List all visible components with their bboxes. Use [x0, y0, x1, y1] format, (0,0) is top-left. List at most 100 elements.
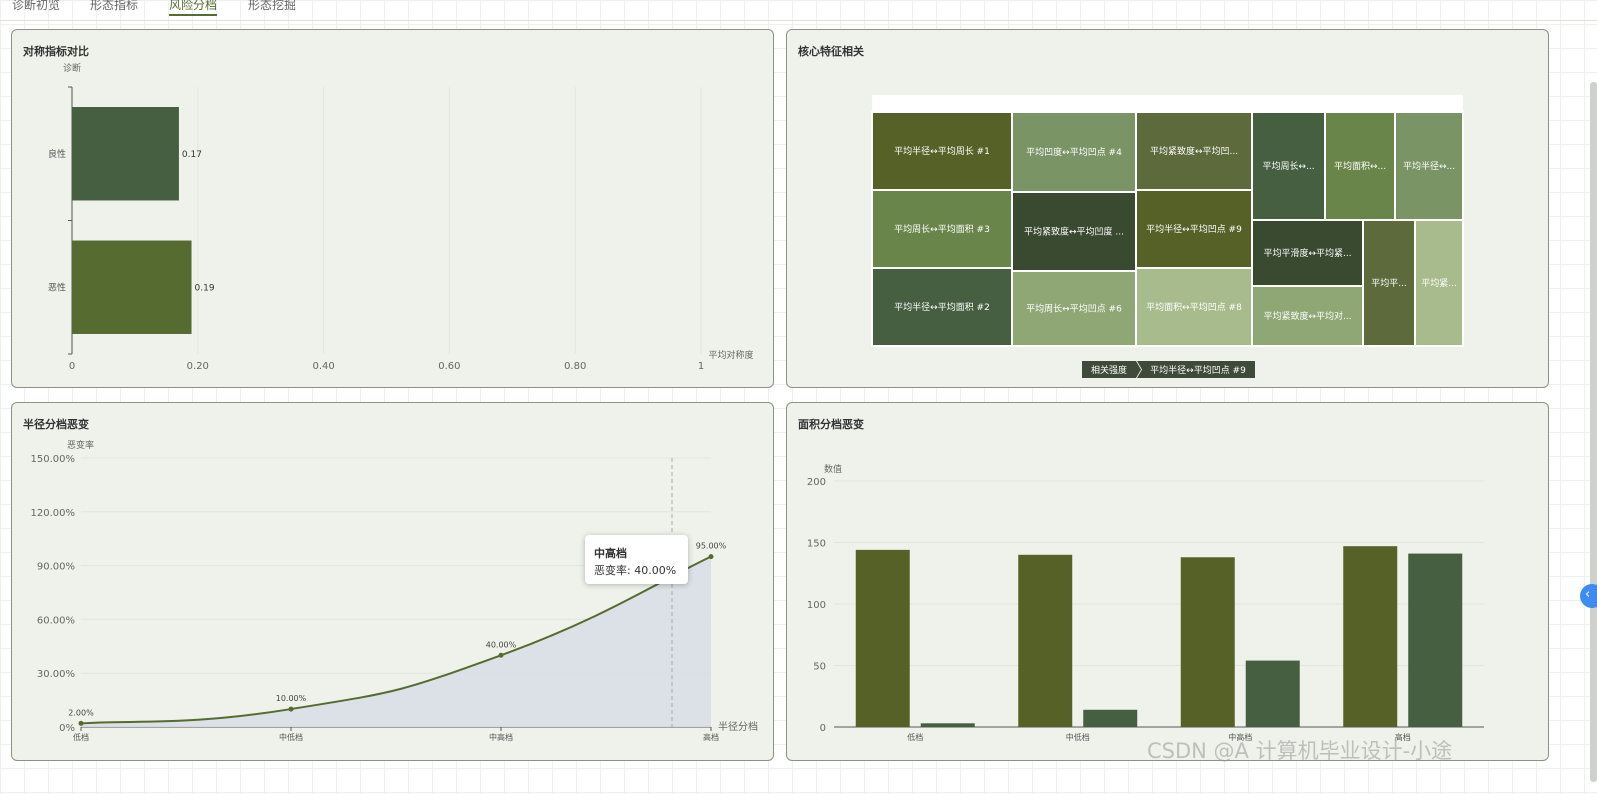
y-tick-label: 30.00%	[37, 669, 75, 680]
data-point	[78, 720, 84, 726]
treemap-cell-label: 平均周长↔平均面积 #3	[894, 223, 990, 235]
y-axis-title: 数值	[824, 463, 842, 475]
y-tick-label: 0%	[59, 723, 75, 734]
area-fill	[81, 556, 711, 727]
watermark: CSDN @A 计算机毕业设计-小途	[1147, 739, 1453, 763]
tab-diagnosis-overview[interactable]: 诊断初览	[12, 0, 61, 12]
radius-panel-title: 半径分档恶变	[23, 418, 89, 431]
treemap-cell	[1251, 219, 1364, 287]
data-point	[708, 554, 714, 560]
bar	[1408, 553, 1463, 727]
breadcrumb-current-label: 平均半径↔平均凹点 #9	[1150, 364, 1246, 376]
tab-morphology-metrics[interactable]: 形态指标	[90, 0, 139, 12]
bar	[72, 240, 192, 334]
point-data-label: 40.00%	[486, 640, 517, 649]
y-tick-label: 120.00%	[31, 508, 76, 519]
x-axis-title: 平均对称度	[708, 349, 753, 361]
x-tick-label: 0.60	[438, 361, 460, 372]
y-tick-label: 150	[807, 539, 826, 550]
correlation-panel: 核心特征相关 平均半径↔平均周长 #1 平均周长↔平均面积 #3 平均半径↔平均面积…	[786, 29, 1549, 388]
correlation-panel-title: 核心特征相关	[798, 45, 864, 58]
breadcrumb-item-current	[1137, 361, 1255, 378]
area-panel-title: 面积分档恶变	[798, 418, 864, 431]
treemap-cell-label: 平均面积↔平均凹点 #8	[1146, 301, 1242, 313]
y-tick-label: 60.00%	[37, 615, 75, 626]
bar	[1245, 660, 1300, 727]
x-category-label: 低档	[73, 732, 89, 742]
point-data-label: 2.00%	[68, 708, 94, 717]
treemap-cell	[1251, 111, 1326, 221]
bar-data-label: 0.17	[182, 150, 202, 160]
point-data-label: 10.00%	[276, 694, 307, 703]
data-point	[498, 652, 504, 658]
treemap-cell-label: 平均半径↔平均周长 #1	[894, 145, 990, 157]
tooltip-title: 中高档	[594, 547, 627, 560]
treemap-cell-label: 平均凹度↔平均凹点 #4	[1026, 146, 1122, 158]
y-tick-label: 200	[807, 477, 826, 488]
bar	[920, 723, 975, 727]
treemap-cell-label: 平均紧致度↔平均凹度 ...	[1024, 226, 1124, 238]
x-category-label: 中高档	[489, 732, 513, 742]
treemap-cell	[1135, 111, 1253, 191]
y-tick-label: 100	[807, 600, 826, 611]
treemap-cell	[1414, 219, 1464, 347]
breadcrumb-item-root	[1082, 361, 1141, 378]
series-line	[80, 555, 712, 725]
bar	[72, 107, 179, 201]
x-category-label: 中高档	[1228, 732, 1252, 742]
bar	[1083, 709, 1138, 727]
side-toggle-button[interactable]: ‹	[1580, 584, 1597, 608]
treemap-cell-label: 平均平滑度↔平均紧...	[1263, 247, 1351, 259]
tooltip-value: 恶变率: 40.00%	[594, 564, 677, 577]
treemap-cell-label: 平均周长↔...	[1262, 160, 1314, 172]
x-category-label: 低档	[907, 732, 923, 742]
treemap-cell-label: 平均半径↔...	[1403, 160, 1455, 172]
treemap-cell-label: 平均紧致度↔平均凹...	[1150, 145, 1238, 157]
area-panel: 面积分档恶变 0 50 100 150 200 低档 中低档 中高档 高档 数值	[786, 402, 1549, 761]
y-tick-label: 50	[813, 662, 826, 673]
tab-morphology-mining[interactable]: 形态挖掘	[248, 0, 297, 12]
treemap-cell-label: 平均面积↔...	[1334, 160, 1386, 172]
page-scrollbar[interactable]	[1590, 82, 1597, 782]
treemap-cell	[1251, 285, 1364, 347]
point-data-label: 95.00%	[696, 542, 727, 551]
treemap-cell-label: 平均半径↔平均凹点 #9	[1146, 223, 1242, 235]
treemap-cell-label: 平均平...	[1371, 277, 1407, 289]
breadcrumb-root-label: 相关强度	[1091, 364, 1127, 376]
tab-risk-tiers[interactable]: 风险分档	[169, 0, 218, 16]
tab-bar: 诊断初览 形态指标 风险分档 形态挖掘	[0, 0, 1597, 21]
y-category-label: 良性	[48, 148, 66, 160]
data-point	[288, 706, 294, 712]
y-axis-title: 诊断	[63, 62, 81, 74]
x-tick-label: 0.80	[564, 361, 586, 372]
bar	[1180, 557, 1235, 727]
treemap-cell	[1011, 270, 1137, 347]
x-tick-label: 0.40	[312, 361, 334, 372]
x-axis-title: 半径分档	[718, 720, 758, 733]
bar-data-label: 0.19	[195, 283, 215, 293]
chart-tooltip: 中高档 恶变率: 40.00%	[585, 535, 688, 584]
y-category-label: 恶性	[48, 281, 66, 293]
treemap-cell-label: 平均周长↔平均凹点 #6	[1026, 303, 1122, 315]
y-tick-label: 150.00%	[31, 454, 76, 465]
treemap-cell-label: 平均紧致度↔平均对...	[1263, 310, 1351, 322]
x-tick-label: 0	[69, 361, 75, 372]
x-tick-label: 1	[698, 361, 704, 372]
x-category-label: 高档	[703, 732, 719, 742]
symmetry-panel-title: 对称指标对比	[23, 45, 89, 58]
area-bar-chart: 0 50 100 150 200 低档 中低档 中高档 高档 数值	[807, 463, 1484, 742]
bar	[1018, 554, 1073, 727]
x-category-label: 高档	[1395, 732, 1411, 742]
treemap-cell	[1011, 191, 1137, 272]
y-axis-title: 恶变率	[67, 439, 94, 451]
bar	[855, 549, 910, 727]
treemap-cell-label: 平均紧...	[1421, 277, 1457, 289]
x-category-label: 中低档	[1066, 732, 1090, 742]
x-tick-label: 0.20	[187, 361, 209, 372]
symmetry-panel: 对称指标对比 0 0.20 0.40 0.60 0.80 1 0.17 良性 0.19 恶性 诊断平…	[11, 29, 774, 388]
y-tick-label: 0	[820, 723, 826, 734]
correlation-treemap: 平均半径↔平均周长 #1 平均周长↔平均面积 #3 平均半径↔平均面积 #2 平均凹度…	[871, 95, 1464, 378]
radius-area-chart: 0% 30.00% 60.00% 90.00% 120.00% 150.00% 2.00% 低…	[31, 439, 759, 742]
treemap-header-strip	[872, 95, 1463, 112]
